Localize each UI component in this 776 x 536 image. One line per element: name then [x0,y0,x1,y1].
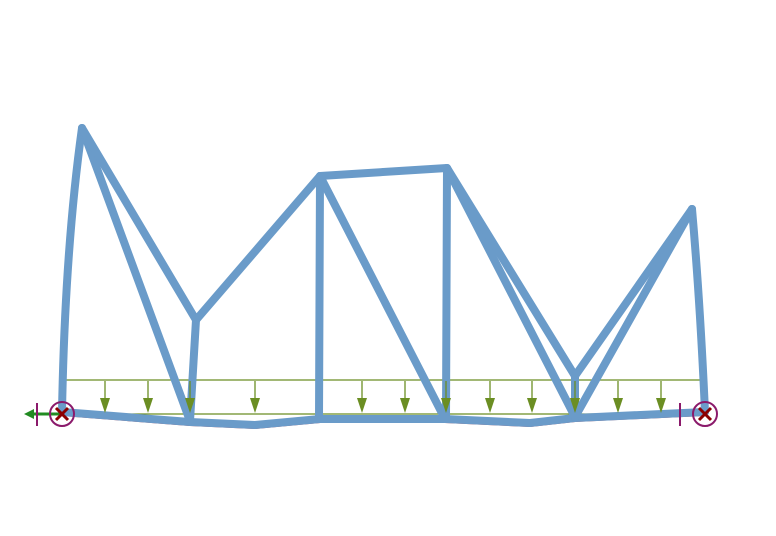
support-marker-left [54,406,70,422]
load-arrow-icon [570,381,580,413]
reaction-arrowhead [24,409,34,419]
load-arrow-head [400,398,410,413]
load-arrow-icon [357,381,367,413]
load-arrow-head [143,398,153,413]
load-arrow-icon [250,381,260,413]
support-marker-right [697,406,713,422]
support-ring-right [692,401,718,427]
roller-support-icon [679,401,718,427]
load-arrow-icon [441,381,451,413]
bottom-chord [58,408,709,429]
load-arrow-icon [656,381,666,413]
load-arrow-icon [527,381,537,413]
load-arrow-icon [613,381,623,413]
load-arrows [100,381,666,413]
right-end-post [688,205,709,416]
truss-members [58,124,709,429]
distributed-load [62,379,704,415]
load-arrow-icon [400,381,410,413]
load-arrow-head [613,398,623,413]
diagonal-e [443,164,579,380]
load-arrow-head [441,398,451,413]
load-arrow-head [527,398,537,413]
load-arrow-icon [485,381,495,413]
load-arrow-head [570,398,580,413]
diagonal-c [316,172,449,423]
load-arrow-head [100,398,110,413]
load-arrow-head [656,398,666,413]
diagonal-b [78,124,200,324]
support-ring-left [49,401,75,427]
load-arrow-head [357,398,367,413]
load-arrow-icon [185,381,195,413]
pinned-support-icon [24,401,75,427]
vertical-c [442,164,451,423]
top-chord-a [192,172,324,324]
diagonal-f [571,205,696,421]
load-arrow-head [485,398,495,413]
vertical-b [315,172,324,423]
load-arrow-head [250,398,260,413]
load-arrow-icon [143,381,153,413]
load-arrow-head [185,398,195,413]
diagonal-a [78,124,194,425]
left-end-post [58,124,86,416]
top-chord-b [316,164,451,180]
load-arrow-icon [100,381,110,413]
supports [24,401,718,427]
